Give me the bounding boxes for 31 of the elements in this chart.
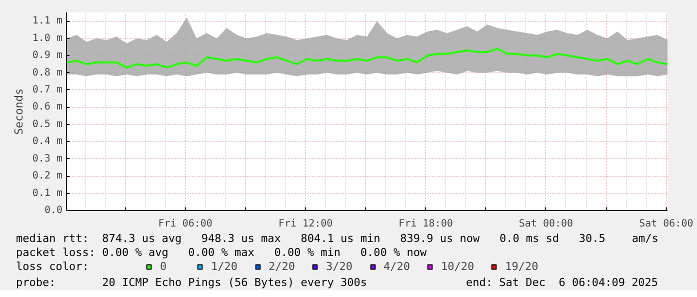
text: end: Sat Dec 6 06:04:09 2025 — [466, 276, 658, 290]
y-tick-label: 0.7 m — [32, 84, 63, 96]
y-tick-label: 1.1 m — [32, 16, 63, 27]
x-tick-label: Fri 12:00 — [278, 218, 333, 230]
text: probe: 20 ICMP Echo Pings (56 Bytes) every 300s — [16, 276, 367, 290]
y-tick-label: 0.0 — [44, 205, 62, 216]
y-tick-label: 1.0 m — [32, 32, 63, 44]
legend-label: 3/20 — [326, 260, 352, 273]
y-axis-title: Seconds — [12, 88, 26, 135]
legend-label: 2/20 — [268, 260, 295, 273]
y-tick-label: 0.2 m — [32, 170, 63, 182]
x-tick-label: Fri 06:00 — [158, 218, 212, 230]
legend-label: 4/20 — [384, 260, 410, 273]
line-series — [66, 48, 668, 69]
x-tick-label: Fri 18:00 — [398, 218, 453, 230]
legend-label: 1/20 — [211, 260, 238, 273]
y-tick-label: 0.1 m — [32, 188, 63, 199]
legend-label: 0 — [160, 260, 168, 273]
y-tick-label: 0.8 m — [32, 67, 63, 78]
y-tick-label: 0.6 m — [32, 102, 63, 113]
y-tick-label: 0.3 m — [32, 153, 63, 164]
x-tick-label: Sat 06:00 — [639, 218, 694, 230]
y-tick-label: 0.9 m — [32, 50, 63, 62]
x-tick-label: Sat 00:00 — [518, 218, 574, 230]
text: median rtt: 874.3 us avg 948.3 us max 804.1 us min 839.9 us now 0.0 ms sd 30.5 am/s — [16, 232, 658, 246]
y-tick-label: 0.5 m — [32, 118, 63, 130]
text: packet loss: 0.00 % avg 0.00 % max 0.00 % min 0.00 % now — [16, 246, 427, 260]
legend-label: 19/20 — [505, 260, 538, 273]
y-tick-label: 0.4 m — [32, 136, 63, 148]
legend-title: loss color: — [16, 260, 89, 274]
legend-label: 10/20 — [441, 260, 474, 273]
